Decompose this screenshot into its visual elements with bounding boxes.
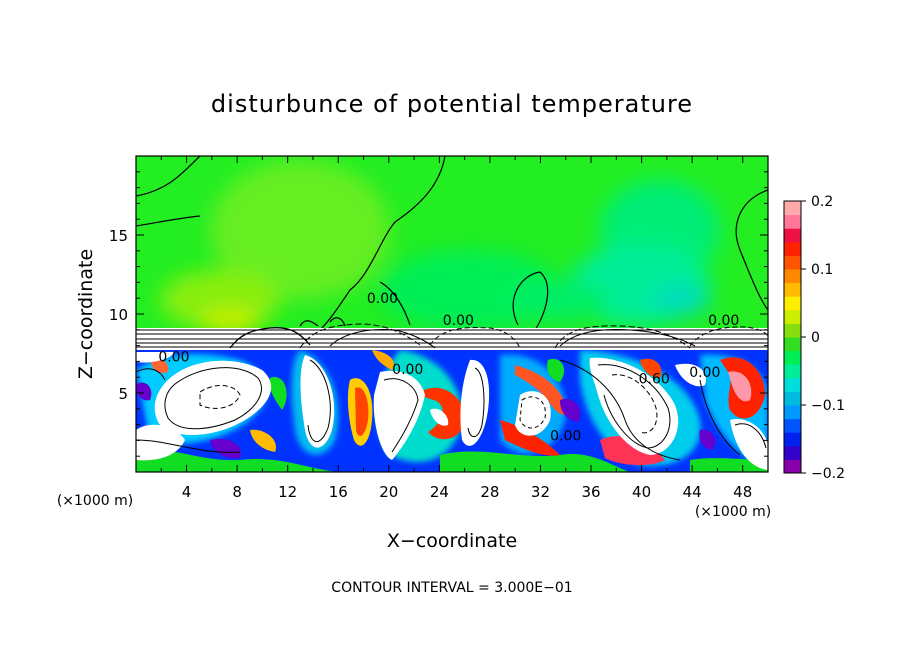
colorbar-swatch [784,364,801,379]
x-tick-label: 8 [232,483,242,501]
colorbar-swatch [784,309,801,324]
colorbar-swatch [784,201,801,216]
colorbar-swatch [784,241,801,256]
y-tick-label: 10 [109,306,128,324]
contour-label: 0.00 [158,349,189,365]
x-tick-label: 28 [480,483,499,501]
contour-label: 0.00 [443,313,474,329]
colorbar-swatch [784,337,801,352]
colorbar-tick-label: 0.2 [811,194,833,210]
contour-label: 0.00 [689,365,720,381]
colorbar-swatch [784,459,801,474]
x-tick-label: 20 [379,483,398,501]
colorbar-swatch [784,214,801,229]
colorbar-swatch [784,377,801,392]
colorbar-swatch [784,350,801,365]
contour-label: 0.00 [392,362,423,378]
colorbar-tick-label: 0 [811,330,820,346]
x-tick-label: 36 [581,483,600,501]
contour-label: 0.00 [708,313,739,329]
colorbar-ticks: 0.2 0.1 0 −0.1 −0.2 [801,194,845,482]
x-tick-label: 44 [683,483,702,501]
colorbar-swatch [784,228,801,243]
x-unit-left: (×1000 m) [57,493,133,509]
contour-label: 0.60 [639,372,670,388]
colorbar-tick-label: 0.1 [811,262,833,278]
colorbar-swatch [784,445,801,460]
chart-title: disturbunce of potential temperature [211,90,693,118]
colorbar-tick-label: −0.2 [811,466,845,482]
y-tick-label: 15 [109,227,128,245]
x-tick-label: 12 [278,483,297,501]
x-axis-ticks: 4 8 12 16 20 24 28 32 36 40 44 48 [160,156,752,501]
upper-contours [136,156,768,331]
contour-labels: 0.00 0.00 0.00 0.00 0.00 0.60 0.00 0.00 [158,291,739,444]
colorbar-swatch [784,418,801,433]
colorbar-swatch [784,296,801,311]
colorbar-swatch [784,405,801,420]
colorbar-swatch [784,391,801,406]
colorbar-tick-label: −0.1 [811,398,845,414]
x-tick-label: 40 [632,483,651,501]
x-tick-label: 16 [329,483,348,501]
x-axis-label: X−coordinate [387,530,517,552]
x-tick-label: 4 [182,483,192,501]
x-unit-right: (×1000 m) [695,504,771,520]
y-axis-label: Z−coordinate [75,249,97,379]
x-tick-label: 48 [733,483,752,501]
band-contours [136,317,768,349]
lower-field-structures [136,350,768,472]
colorbar-swatch [784,323,801,338]
x-tick-label: 32 [531,483,550,501]
contour-interval-note: CONTOUR INTERVAL = 3.000E−01 [331,580,572,596]
contour-label: 0.00 [367,291,398,307]
colorbar-swatch [784,432,801,447]
x-tick-label: 24 [430,483,449,501]
y-tick-label: 5 [118,385,128,403]
colorbar-swatch [784,282,801,297]
colorbar-swatch [784,255,801,270]
colorbar [783,200,802,474]
upper-field-variations [160,160,720,334]
plot-area [136,156,768,472]
contour-label: 0.00 [550,428,581,444]
y-axis-ticks: 5 10 15 [109,171,768,457]
colorbar-swatch [784,269,801,284]
